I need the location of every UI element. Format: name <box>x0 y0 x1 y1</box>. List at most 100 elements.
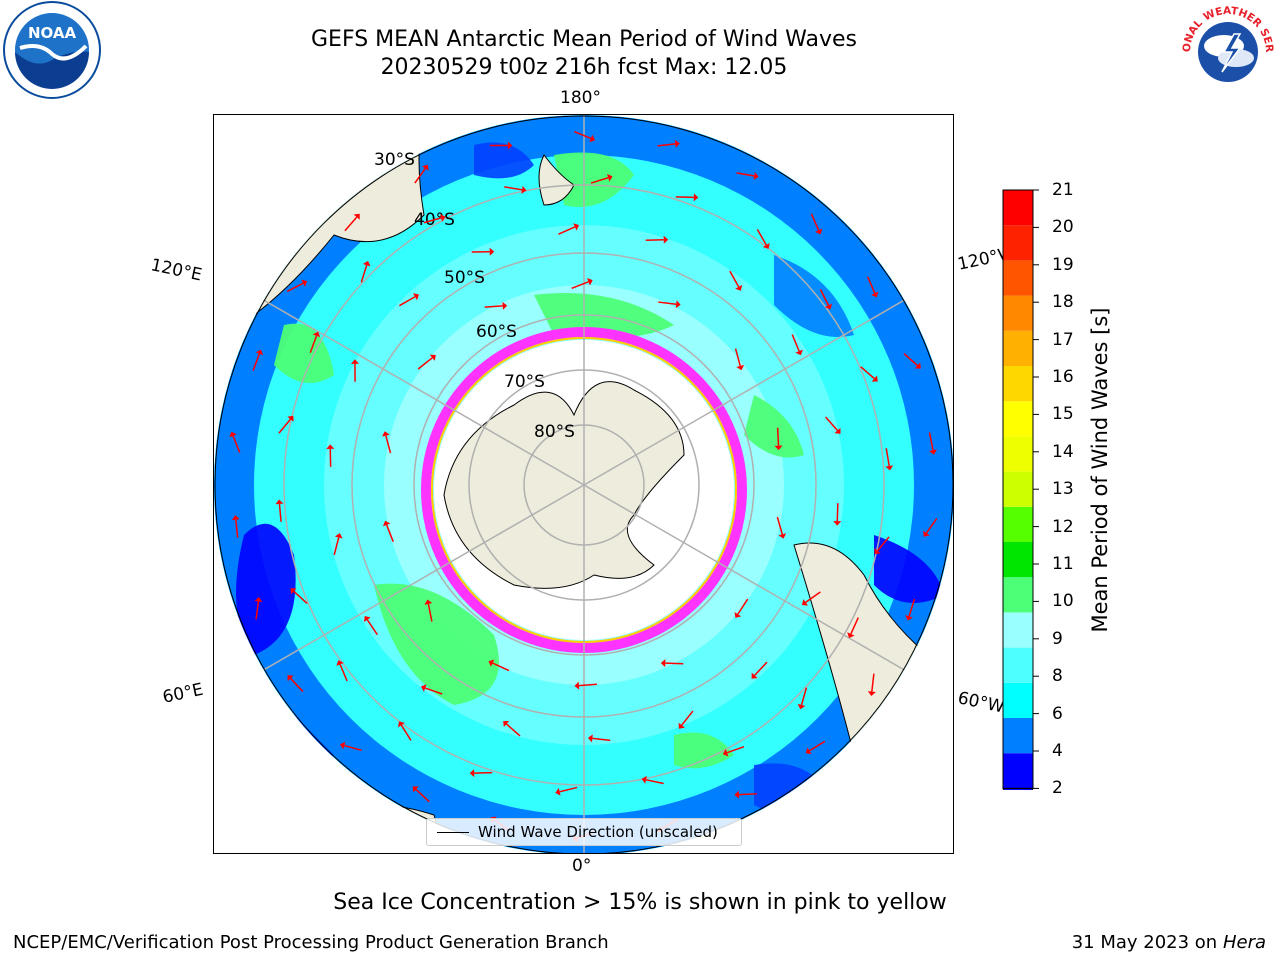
wind-wave-arrow-63 <box>866 276 879 298</box>
wind-wave-arrow-43 <box>885 448 894 471</box>
colorbar-segment-11 <box>1003 366 1033 402</box>
wind-wave-arrow-65 <box>928 432 937 455</box>
wind-wave-arrow-78 <box>231 515 240 538</box>
lon-label-60e: 60°E <box>160 679 206 708</box>
wind-wave-arrow-45 <box>847 617 859 639</box>
colorbar-tick-label-13: 18 <box>1052 292 1074 313</box>
wind-wave-arrow-53 <box>290 588 308 604</box>
colorbar <box>1002 189 1039 790</box>
colorbar-tick-label-16: 21 <box>1052 180 1074 200</box>
meridian-120 <box>583 484 953 746</box>
noaa-logo-icon: NOAA <box>3 1 101 99</box>
legend-line-swatch <box>437 832 469 833</box>
wind-wave-arrow-70 <box>734 790 757 799</box>
colorbar-tick-label-0: 2 <box>1052 778 1063 799</box>
wind-wave-arrow-49 <box>555 786 578 796</box>
wind-wave-arrow-17 <box>350 359 359 382</box>
latitude-label-0: 30°S <box>374 150 415 170</box>
wind-wave-arrow-35 <box>360 260 371 283</box>
colorbar-tick-label-9: 14 <box>1052 441 1074 462</box>
wind-wave-arrow-13 <box>574 681 597 690</box>
wind-wave-arrow-26 <box>801 591 821 606</box>
colorbar-segment-5 <box>1003 577 1033 613</box>
wind-wave-arrow-61 <box>736 172 759 180</box>
low-period-patch-2 <box>474 142 534 179</box>
wind-wave-arrow-68 <box>867 673 876 697</box>
wind-wave-arrow-67 <box>905 598 916 621</box>
colorbar-tick-label-14: 19 <box>1052 254 1074 275</box>
credit-date-text: 31 May 2023 on <box>1071 932 1218 953</box>
wind-wave-arrow-0 <box>488 659 510 672</box>
wind-wave-arrow-48 <box>641 775 664 785</box>
wind-wave-arrow-10 <box>776 516 787 539</box>
colorbar-segment-9 <box>1003 436 1033 472</box>
wind-wave-arrow-18 <box>399 293 419 307</box>
colorbar-tick-label-15: 20 <box>1052 217 1074 238</box>
wind-wave-arrow-74 <box>412 786 430 803</box>
wind-wave-arrow-44 <box>874 536 890 555</box>
low-period-patch-3 <box>774 255 854 337</box>
colorbar-segment-10 <box>1003 401 1033 437</box>
wind-wave-arrow-52 <box>336 660 348 682</box>
wind-wave-arrow-77 <box>254 597 263 620</box>
map-legend: Wind Wave Direction (unscaled) <box>426 818 742 846</box>
wind-wave-arrow-16 <box>326 444 335 467</box>
wind-wave-arrow-40 <box>756 229 770 249</box>
wind-wave-arrow-76 <box>287 675 304 693</box>
wind-wave-arrow-24 <box>825 416 841 434</box>
low-period-patch-0 <box>236 523 296 655</box>
colorbar-segment-13 <box>1003 295 1033 331</box>
new-zealand-land <box>538 154 575 206</box>
lon-label-180: 180° <box>560 88 601 108</box>
wind-wave-arrow-38 <box>590 173 613 184</box>
chart-title: GEFS MEAN Antarctic Mean Period of Wind … <box>311 27 857 52</box>
wind-wave-arrow-4 <box>417 354 436 370</box>
wind-wave-arrow-11 <box>734 598 749 618</box>
colorbar-label: Mean Period of Wind Waves [s] <box>1088 307 1112 633</box>
wind-wave-arrow-37 <box>504 185 527 194</box>
colorbar-tick-label-7: 12 <box>1052 516 1074 537</box>
colorbar-segment-15 <box>1003 225 1033 261</box>
colorbar-tick-label-10: 15 <box>1052 404 1074 425</box>
credit-branch: NCEP/EMC/Verification Post Processing Pr… <box>13 932 609 953</box>
colorbar-tick-label-6: 11 <box>1052 554 1074 574</box>
wind-wave-arrow-39 <box>675 193 699 202</box>
africa-tip-land <box>323 804 437 853</box>
high-period-patch-5 <box>674 732 734 769</box>
wind-wave-arrow-66 <box>923 517 938 537</box>
wind-wave-arrow-21 <box>645 235 669 244</box>
wind-wave-arrow-5 <box>484 301 508 310</box>
wind-wave-arrow-64 <box>903 353 921 369</box>
colorbar-segment-4 <box>1003 612 1033 648</box>
wind-wave-arrow-31 <box>421 684 443 695</box>
colorbar-tick-label-4: 9 <box>1052 628 1063 649</box>
wind-wave-arrow-27 <box>751 661 768 679</box>
wind-wave-arrow-36 <box>423 214 446 224</box>
polar-map: 30°S 40°S 50°S 60°S 70°S 80°S <box>213 114 954 854</box>
latitude-label-3: 60°S <box>476 322 517 342</box>
wind-wave-arrow-7 <box>658 300 681 309</box>
wind-wave-arrow-14 <box>363 616 378 636</box>
wind-wave-arrow-69 <box>805 740 826 755</box>
wind-wave-arrow-33 <box>278 415 294 434</box>
wind-wave-arrow-12 <box>660 659 684 668</box>
high-period-patch-3 <box>274 323 334 383</box>
wind-wave-arrow-55 <box>286 279 308 293</box>
latitude-label-2: 50°S <box>444 268 485 288</box>
meridian-300 <box>214 224 585 486</box>
wind-wave-arrow-1 <box>424 599 433 622</box>
lon-label-120e: 120°E <box>148 255 204 286</box>
credit-date: 31 May 2023 on Hera <box>1072 932 1266 953</box>
meridian-60 <box>583 224 953 486</box>
colorbar-tick-label-11: 16 <box>1052 367 1074 387</box>
africa-land <box>214 713 295 853</box>
nws-logo-icon: NATIONAL WEATHER SERVICE <box>1176 0 1275 99</box>
antarctica-land <box>443 381 685 589</box>
colorbar-segment-6 <box>1003 542 1033 578</box>
wind-wave-arrow-25 <box>833 503 842 526</box>
wind-wave-arrow-58 <box>489 141 513 150</box>
colorbar-tick-label-8: 13 <box>1052 479 1074 500</box>
high-period-patch-2 <box>554 152 634 207</box>
colorbar-segment-3 <box>1003 647 1033 683</box>
wind-wave-arrow-20 <box>558 223 580 235</box>
